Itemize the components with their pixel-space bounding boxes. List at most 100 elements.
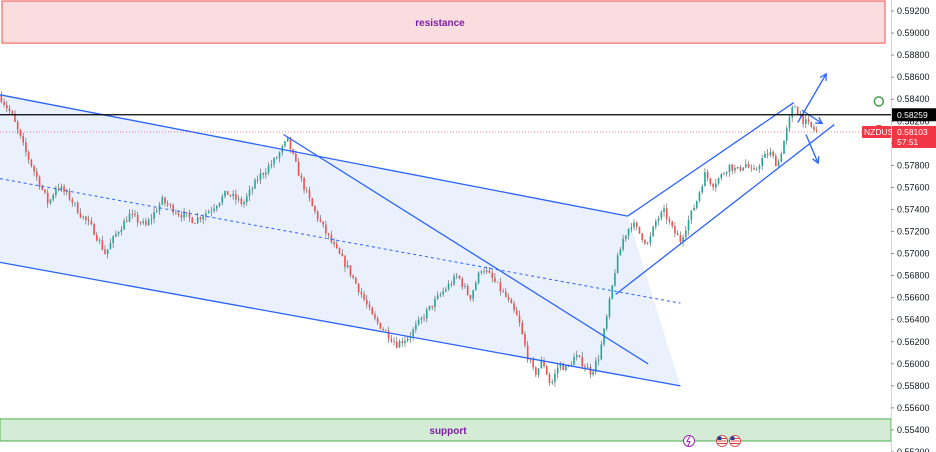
candle-body [731,164,734,171]
candle-body [706,172,709,179]
candle-body [777,161,780,167]
candle-body [614,273,616,286]
zone-labels-layer: resistance support [415,18,467,437]
candle-body [393,341,395,343]
candle-body [49,199,52,204]
candle-body [63,186,65,192]
candle-body [439,294,442,296]
candle-body [352,275,354,278]
candle-body [745,163,747,168]
candle-body [308,190,311,199]
candle-body [483,271,485,273]
candle-body [251,188,254,190]
candle-body [807,119,810,122]
candle-body [185,212,188,214]
candle-body [562,363,564,371]
candle-body [300,176,303,178]
axis-background [891,0,936,452]
axis-tick-label: 0.57200 [897,227,930,237]
candle-body [16,121,19,130]
candle-body [728,164,731,173]
candle-body [813,126,815,130]
candle-body [270,164,273,166]
candle-body [480,271,483,273]
candle-body [600,344,603,360]
flag-us-icon [716,435,728,447]
current-price-text: 0.58103 [897,127,928,137]
candle-body [112,236,114,244]
candle-body [425,309,428,319]
axis-tick-label: 0.57600 [897,182,930,192]
candle-body [44,189,46,193]
candle-body [87,220,90,222]
candle-body [540,360,543,369]
candle-body [0,95,3,102]
candle-body [641,233,644,241]
candle-body [597,359,600,361]
candle-body [191,217,194,224]
candle-body [543,360,545,367]
candle-body [325,224,327,234]
candle-body [68,190,71,200]
candle-body [660,212,663,219]
candle-body [344,256,346,268]
candle-body [646,243,649,244]
candle-body [79,213,82,218]
candle-body [368,304,371,308]
candle-body [663,208,665,213]
candle-body [265,172,267,175]
candle-body [652,226,654,236]
candle-body [769,151,772,156]
candle-body [723,173,725,175]
candle-body [404,340,406,344]
channel-area [0,94,681,386]
candle-body [205,213,207,217]
candle-body [357,283,360,293]
candle-body [213,208,215,211]
candle-body [215,206,218,209]
axis-tick-label: 0.57000 [897,249,930,259]
candle-body [303,177,305,190]
candle-body [19,129,22,136]
candle-body [698,192,701,201]
candle-body [376,318,379,323]
candle-body [715,183,717,188]
candle-body [505,291,507,297]
candle-body [415,324,417,330]
current-price-tag [892,125,936,148]
candle-body [104,249,106,254]
candle-body [161,197,164,205]
candle-body [175,212,177,214]
candle-body [535,367,537,375]
symbol-tag [862,125,891,138]
candle-body [507,296,510,300]
axis-tick-label: 0.55800 [897,381,930,391]
candle-body [259,173,262,181]
candle-body [8,108,11,112]
candle-body [395,341,398,348]
candle-body [224,190,226,197]
candle-body [584,366,586,368]
candle-body [226,190,229,195]
candle-body [295,153,297,162]
flag-us-icon [729,435,741,447]
candle-body [134,213,136,216]
candle-body [616,255,619,274]
candle-body [125,220,128,222]
candle-body [619,249,622,256]
candle-body [177,213,180,216]
price-axis[interactable]: 0.59200 0.59000 0.58800 0.58600 0.58400 0.582… [891,0,936,452]
candle-body [671,221,674,227]
candle-body [385,330,387,331]
candle-body [25,142,27,152]
candle-body [52,195,54,200]
candle-body [286,137,289,142]
resistance-label: resistance [415,18,465,29]
candle-body [284,141,286,147]
candle-body [74,202,76,204]
level-price-tag [892,108,936,122]
candle-body [494,277,496,282]
candle-body [65,190,68,192]
candle-body [720,174,723,179]
